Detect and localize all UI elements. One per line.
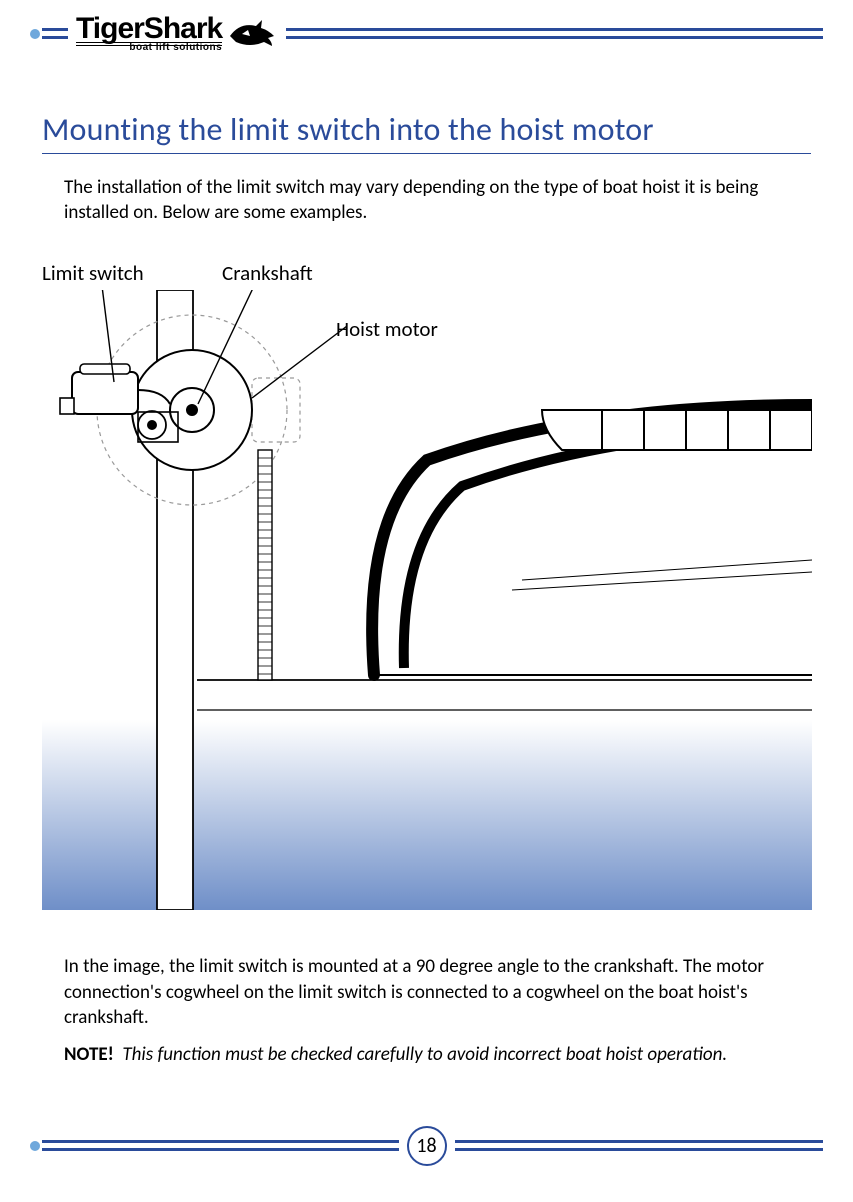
motor-body-dashed xyxy=(252,378,300,442)
brand-name: TigerShark xyxy=(76,12,222,46)
boat-hull xyxy=(352,400,812,675)
mounting-diagram xyxy=(42,290,812,910)
footer-dot xyxy=(30,1141,40,1151)
label-crankshaft: Crankshaft xyxy=(222,260,313,286)
crankshaft-center xyxy=(186,404,198,416)
intro-paragraph: The installation of the limit switch may… xyxy=(64,176,789,225)
lift-track xyxy=(258,450,272,680)
note-text: This function must be checked carefully … xyxy=(122,1043,727,1066)
page-number-wrap: 18 xyxy=(399,1126,455,1166)
header-bar: TigerShark boat lift solutions xyxy=(30,24,823,54)
note-paragraph: NOTE! This function must be checked care… xyxy=(64,1042,789,1068)
note-label: NOTE! xyxy=(64,1043,114,1066)
section-title: Mounting the limit switch into the hoist… xyxy=(42,110,811,154)
page-number: 18 xyxy=(407,1126,447,1166)
header-dot xyxy=(30,29,40,39)
label-limit-switch: Limit switch xyxy=(42,260,144,286)
brand-logo: TigerShark boat lift solutions xyxy=(68,12,286,53)
shark-icon xyxy=(228,16,278,50)
body-paragraph: In the image, the limit switch is mounte… xyxy=(64,954,789,1031)
footer-bar: 18 xyxy=(30,1136,823,1166)
